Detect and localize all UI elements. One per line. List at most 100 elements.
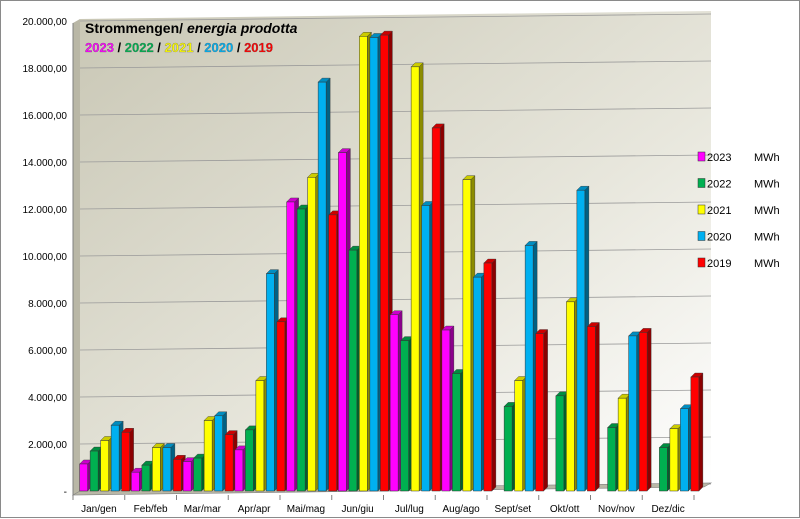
bar-2020-Jun/giu xyxy=(369,32,383,492)
legend-label: 2020 xyxy=(707,232,731,244)
x-tick-label: Okt/ott xyxy=(550,504,580,515)
bar-2022-Sept/set xyxy=(503,401,517,492)
y-tick-label: 10.000,00 xyxy=(23,252,68,263)
bar-2020-Nov/nov xyxy=(628,331,642,492)
bar-2022-Nov/nov xyxy=(607,423,621,492)
gridline xyxy=(79,107,712,116)
x-tick-label: Sept/set xyxy=(495,504,532,515)
bar-2022-Jul/lug xyxy=(400,336,414,492)
bar-2022-Feb/feb xyxy=(141,460,155,492)
subtitle-separator: / xyxy=(233,40,244,55)
legend: 2023 MWh 2022 MWh 2021 MWh 2020 MWh 2019 MWh xyxy=(697,151,780,270)
y-tick-label: 18.000,00 xyxy=(23,64,68,75)
y-tick-label: 20.000,00 xyxy=(23,17,68,28)
legend-entry-2023: 2023 MWh xyxy=(697,151,780,164)
gridline xyxy=(79,201,712,210)
bar-2021-Jan/gen xyxy=(100,435,114,492)
legend-entry-2020: 2020 MWh xyxy=(697,231,780,244)
bar-2021-Apr/apr xyxy=(255,376,269,492)
bar-2022-Jun/giu xyxy=(348,245,362,492)
bar-2020-Aug/ago xyxy=(472,272,486,492)
x-tick-label: Jan/gen xyxy=(81,504,117,515)
bar-2022-Apr/apr xyxy=(244,425,258,492)
x-tick-label: Jun/giu xyxy=(342,504,374,515)
legend-unit: MWh xyxy=(754,258,780,270)
bar-2021-Dez/dic xyxy=(669,424,683,492)
x-tick-label: Aug/ago xyxy=(442,504,480,515)
y-tick-label: 16.000,00 xyxy=(23,111,68,122)
gridline xyxy=(79,154,712,163)
legend-unit: MWh xyxy=(754,205,780,217)
bar-2023-Mai/mag xyxy=(286,197,300,492)
bar-2020-Sept/set xyxy=(524,240,538,492)
bar-2023-Feb/feb xyxy=(130,467,144,492)
chart-title-text: Strommengen/energia prodotta xyxy=(85,20,298,36)
bar-2022-Jan/gen xyxy=(89,446,103,492)
x-tick-label: Apr/apr xyxy=(238,504,271,515)
plot-wall xyxy=(80,11,711,491)
bar-2020-Dez/dic xyxy=(679,404,693,492)
bar-2021-Jul/lug xyxy=(410,62,424,492)
bar-2023-Mar/mar xyxy=(182,457,196,492)
gridline xyxy=(79,13,712,22)
x-tick-label: Nov/nov xyxy=(598,504,635,515)
x-tick-label: Mai/mag xyxy=(287,504,325,515)
legend-entry-2022: 2022 MWh xyxy=(697,178,780,191)
bar-2019-Okt/ott xyxy=(586,322,600,492)
legend-label: 2022 xyxy=(707,179,731,191)
subtitle-year: 2022 xyxy=(125,40,154,55)
bar-2023-Jun/giu xyxy=(337,148,351,492)
bar-2021-Mai/mag xyxy=(307,172,321,492)
bar-2021-Mar/mar xyxy=(203,416,217,492)
legend-label: 2023 xyxy=(707,152,731,164)
bar-2019-Aug/ago xyxy=(483,258,497,492)
subtitle-separator: / xyxy=(154,40,165,55)
legend-label: 2019 xyxy=(707,258,731,270)
bar-2021-Okt/ott xyxy=(565,297,579,492)
bar-2022-Dez/dic xyxy=(658,443,672,492)
legend-unit: MWh xyxy=(754,179,780,191)
legend-unit: MWh xyxy=(754,232,780,244)
x-tick-label: Dez/dic xyxy=(651,504,684,515)
bar-2022-Mai/mag xyxy=(296,204,310,492)
plot-side-wall xyxy=(73,19,80,495)
bar-2022-Okt/ott xyxy=(555,391,569,492)
y-tick-label: 14.000,00 xyxy=(23,158,68,169)
bar-2020-Apr/apr xyxy=(265,269,279,492)
gridline xyxy=(79,60,712,69)
legend-entry-2021: 2021 MWh xyxy=(697,204,780,217)
gridline xyxy=(79,295,712,304)
bar-2020-Feb/feb xyxy=(162,443,176,492)
bar-2021-Feb/feb xyxy=(151,443,165,492)
y-tick-label: 2.000,00 xyxy=(28,440,67,451)
chart-title: Strommengen/energia prodotta 2023 / 2022… xyxy=(85,20,298,55)
y-tick-label: 12.000,00 xyxy=(23,205,68,216)
legend-unit: MWh xyxy=(754,152,780,164)
y-tick-label: 4.000,00 xyxy=(28,393,67,404)
subtitle-separator: / xyxy=(193,40,204,55)
subtitle-year: 2019 xyxy=(244,40,273,55)
axis-labels: - 2.000,00 4.000,00 6.000,00 8.000,00 10.000,… xyxy=(23,17,685,515)
y-tick-label: - xyxy=(64,487,67,498)
y-tick-label: 6.000,00 xyxy=(28,346,67,357)
x-tick-label: Jul/lug xyxy=(395,504,424,515)
legend-label: 2021 xyxy=(707,205,731,217)
bar-2019-Dez/dic xyxy=(690,372,704,492)
bar-2021-Jun/giu xyxy=(358,31,372,492)
bar-2020-Okt/ott xyxy=(576,185,590,492)
y-tick-label: 8.000,00 xyxy=(28,299,67,310)
bar-2019-Nov/nov xyxy=(638,327,652,492)
bar-2022-Mar/mar xyxy=(193,453,207,492)
bars xyxy=(79,30,704,492)
bar-2019-Sept/set xyxy=(535,329,549,492)
bar-2023-Apr/apr xyxy=(234,445,248,492)
bar-2023-Aug/ago xyxy=(441,325,455,492)
subtitle-year: 2021 xyxy=(165,40,194,55)
bar-2020-Jul/lug xyxy=(421,200,435,492)
bar-2021-Aug/ago xyxy=(462,175,476,492)
subtitle-year: 2023 xyxy=(85,40,114,55)
bar-2021-Nov/nov xyxy=(617,393,631,492)
bar-2021-Sept/set xyxy=(514,376,528,492)
